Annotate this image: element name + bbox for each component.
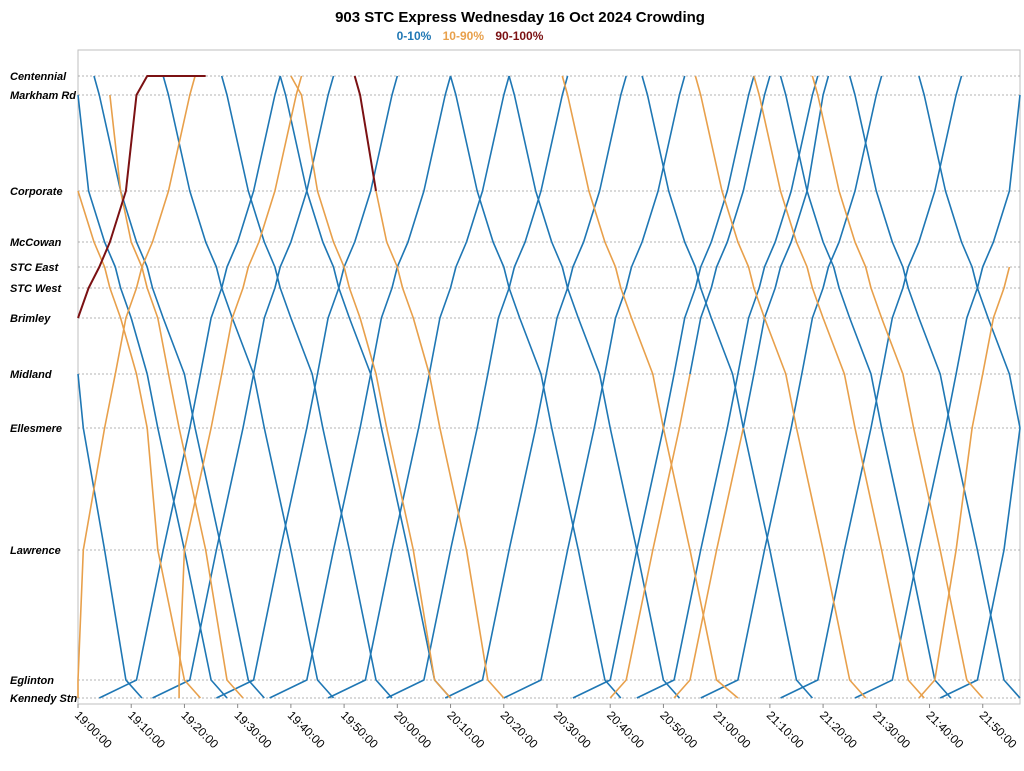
- legend-entry-mid: 10-90%: [442, 29, 484, 43]
- trip-line-37-0: [694, 75, 867, 699]
- trip-line-1-0: [152, 75, 335, 699]
- trip-line-39-0: [811, 75, 984, 699]
- x-tick-label: 19:10:00: [125, 708, 168, 751]
- trip-line-26-0: [77, 75, 196, 698]
- trip-line-18-0: [220, 75, 393, 699]
- x-tick-label: 19:30:00: [232, 708, 275, 751]
- trip-line-10-0: [700, 75, 883, 699]
- trip-line-7-0: [503, 75, 686, 699]
- trip-line-3-0: [269, 75, 452, 699]
- stop-label-stc-east: STC East: [10, 262, 60, 274]
- x-tick-label: 20:30:00: [551, 708, 594, 751]
- legend-entry-high: 90-100%: [495, 29, 544, 43]
- x-tick-label: 21:00:00: [711, 708, 754, 751]
- trip-line-32-0: [109, 94, 244, 699]
- trip-line-22-0: [641, 75, 813, 699]
- stop-label-eglinton: Eglinton: [10, 675, 54, 687]
- trip-line-19-0: [279, 75, 452, 699]
- trip-line-21-0: [508, 75, 680, 699]
- legend-entry-low: 0-10%: [396, 29, 432, 43]
- stop-label-markham-rd: Markham Rd: [10, 90, 76, 102]
- trip-line-14-0: [77, 373, 143, 699]
- x-tick-label: 19:00:00: [72, 708, 115, 751]
- plot-area: [77, 49, 1021, 705]
- trip-line-36-0: [561, 75, 739, 699]
- trip-line-15-0: [77, 94, 228, 699]
- trip-line-30-0: [918, 266, 1011, 699]
- trip-line-29-0: [673, 427, 745, 699]
- trip-line-38-0: [753, 75, 925, 699]
- trip-line-20-0: [449, 75, 622, 699]
- x-tick-label: 20:20:00: [498, 708, 541, 751]
- trip-line-24-0: [848, 75, 1021, 699]
- x-tick-label: 21:40:00: [923, 708, 966, 751]
- x-tick-label: 20:50:00: [657, 708, 700, 751]
- x-tick-label: 21:20:00: [817, 708, 860, 751]
- x-tick-label: 21:10:00: [764, 708, 807, 751]
- stop-label-stc-west: STC West: [10, 283, 62, 295]
- legend: 0-10% 10-90% 90-100%: [0, 29, 940, 43]
- stop-label-corporate: Corporate: [10, 186, 63, 198]
- stop-label-midland: Midland: [10, 369, 52, 381]
- trip-line-16-0: [93, 75, 265, 699]
- x-tick-label: 20:40:00: [604, 708, 647, 751]
- trip-line-25-0: [918, 75, 1021, 429]
- trip-line-35-0: [353, 75, 377, 192]
- x-tick-label: 19:50:00: [338, 708, 381, 751]
- trip-line-27-0: [178, 75, 303, 698]
- stop-label-mccowan: McCowan: [10, 237, 62, 249]
- x-tick-label: 21:50:00: [977, 708, 1020, 751]
- trip-line-12-0: [854, 94, 1021, 699]
- trip-line-35-1: [375, 190, 505, 699]
- trip-line-0-0: [98, 75, 281, 699]
- trip-line-11-0: [780, 75, 963, 699]
- trip-line-29-1: [742, 75, 830, 429]
- trip-line-33-0: [290, 75, 452, 699]
- trip-line-6-0: [444, 75, 627, 699]
- trip-line-4-0: [327, 75, 510, 699]
- x-tick-label: 19:20:00: [178, 708, 221, 751]
- trip-line-34-0: [77, 75, 206, 319]
- trip-line-31-0: [77, 190, 201, 699]
- trip-line-5-0: [386, 75, 569, 699]
- trip-line-8-0: [572, 75, 755, 699]
- x-tick-label: 21:30:00: [870, 708, 913, 751]
- trip-line-9-0: [636, 75, 819, 699]
- x-tick-label: 20:00:00: [391, 708, 434, 751]
- trip-line-23-0: [779, 75, 952, 699]
- trip-line-28-1: [689, 75, 771, 375]
- stop-label-centennial: Centennial: [10, 71, 67, 83]
- x-tick-label: 20:10:00: [444, 708, 487, 751]
- series-group: [77, 75, 1021, 699]
- stop-label-kennedy-stn: Kennedy Stn: [10, 693, 78, 705]
- stop-label-brimley: Brimley: [10, 313, 51, 325]
- stop-label-lawrence: Lawrence: [10, 545, 61, 557]
- chart-title: 903 STC Express Wednesday 16 Oct 2024 Cr…: [335, 9, 705, 26]
- x-tick-label: 19:40:00: [285, 708, 328, 751]
- stop-label-ellesmere: Ellesmere: [10, 423, 62, 435]
- trip-line-28-0: [609, 373, 691, 699]
- trip-line-17-0: [162, 75, 335, 699]
